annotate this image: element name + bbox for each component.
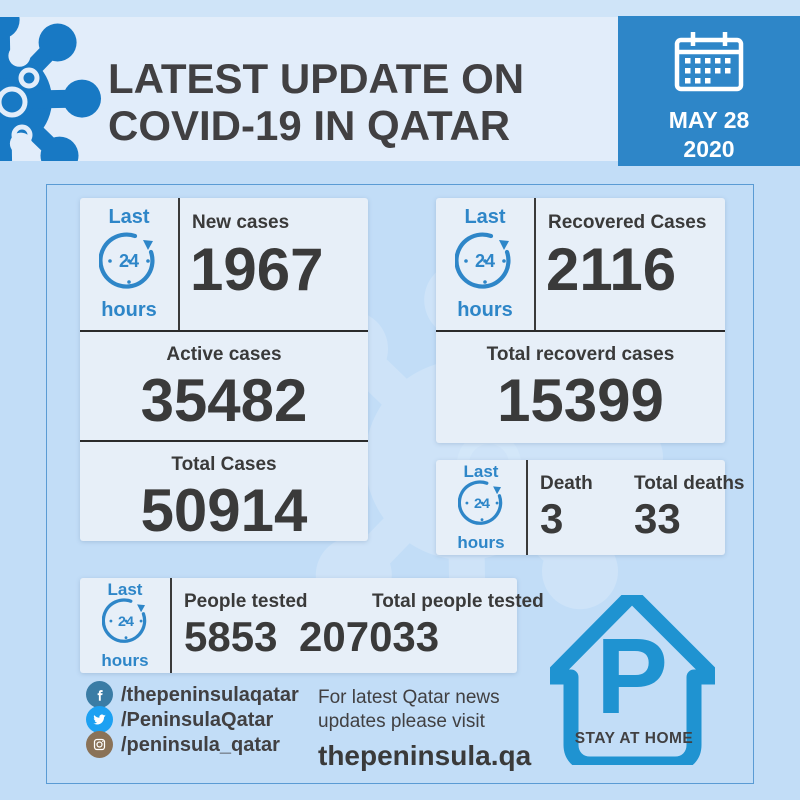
svg-text:24: 24 [475,251,495,271]
svg-text:24: 24 [118,614,134,630]
svg-text:STAY AT HOME: STAY AT HOME [575,730,694,747]
svg-text:24: 24 [474,496,490,512]
svg-text:24: 24 [119,251,139,271]
svg-text:P: P [596,615,668,736]
